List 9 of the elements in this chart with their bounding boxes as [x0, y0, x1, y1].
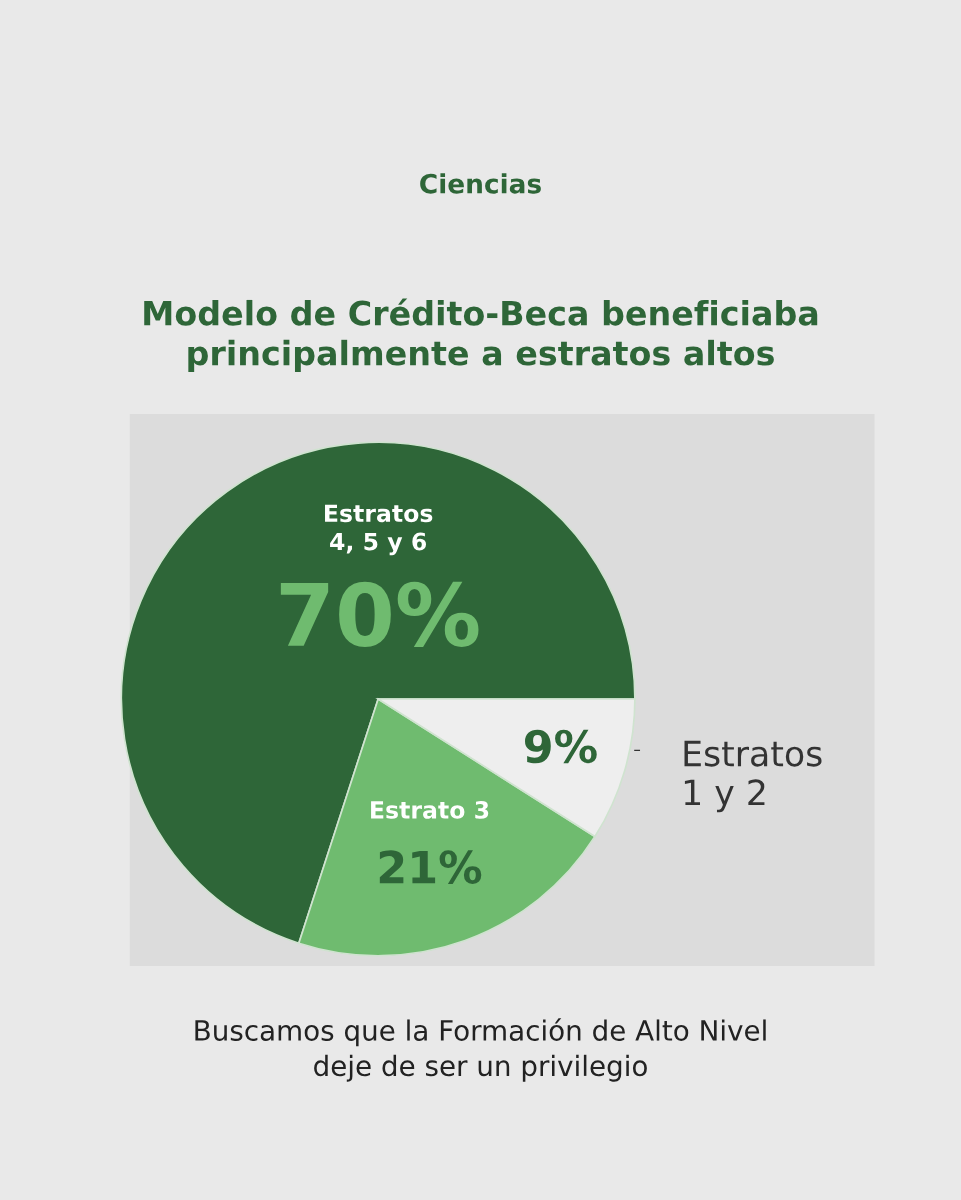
chart-subtitle: Ciencias: [420, 173, 541, 194]
chart-title: Modelo de Crédito-Beca beneficiaba principalmente a estratos altos: [144, 298, 818, 373]
slice-label: Estrato 3: [371, 800, 489, 819]
data-label: 70%: [280, 581, 479, 647]
text: Buscamos que la Formación de Alto Nivel deje de ser un privilegio: [195, 1018, 766, 1082]
data-label: 21%: [379, 850, 482, 884]
slice-label: Estratos 4, 5 y 6: [325, 504, 433, 556]
slice-label: Estratos 1 y 2: [684, 740, 822, 813]
data-label: 9%: [525, 729, 597, 764]
